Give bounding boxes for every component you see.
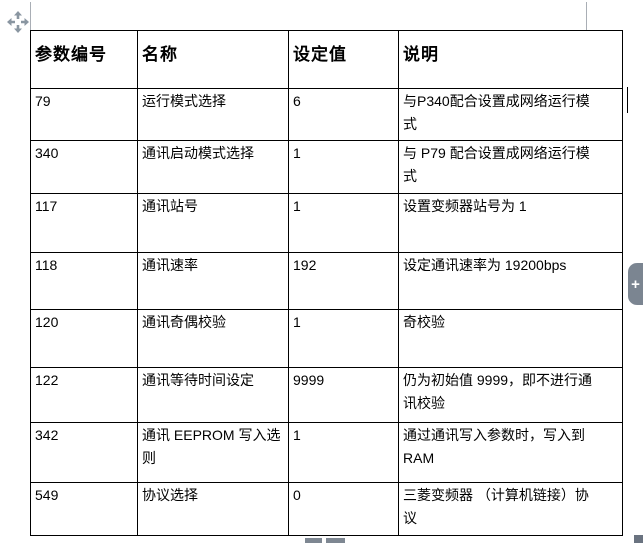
- cell-description[interactable]: 奇校验: [398, 309, 623, 368]
- table-body: 79 运行模式选择 6 与P340配合设置成网络运行模 式 340 通讯启动模式…: [30, 88, 623, 536]
- cell-set-value[interactable]: 9999: [288, 367, 399, 423]
- row-overflow-tick: [627, 87, 628, 113]
- hscrollbar-fragment-right[interactable]: [326, 538, 345, 543]
- table-row: 120 通讯奇偶校验 1 奇校验: [30, 309, 623, 368]
- cell-name[interactable]: 协议选择: [137, 482, 289, 536]
- table-row: 79 运行模式选择 6 与P340配合设置成网络运行模 式: [30, 88, 623, 141]
- hscrollbar-fragment-left[interactable]: [305, 538, 322, 543]
- cell-param-number[interactable]: 118: [30, 252, 138, 310]
- table-move-handle-icon[interactable]: [7, 11, 29, 33]
- cell-set-value[interactable]: 6: [288, 88, 399, 141]
- table-header-row: 参数编号 名称 设定值 说明: [30, 30, 623, 89]
- cell-param-number[interactable]: 342: [30, 422, 138, 483]
- cell-name[interactable]: 通讯站号: [137, 193, 289, 253]
- table-row: 340 通讯启动模式选择 1 与 P79 配合设置成网络运行模 式: [30, 140, 623, 194]
- header-name[interactable]: 名称: [137, 30, 289, 89]
- cell-description[interactable]: 设置变频器站号为 1: [398, 193, 623, 253]
- cell-description[interactable]: 与 P79 配合设置成网络运行模 式: [398, 140, 623, 194]
- cell-param-number[interactable]: 79: [30, 88, 138, 141]
- header-set-value[interactable]: 设定值: [288, 30, 399, 89]
- cell-param-number[interactable]: 120: [30, 309, 138, 368]
- cell-set-value[interactable]: 1: [288, 309, 399, 368]
- plus-icon: +: [631, 275, 640, 293]
- cell-name[interactable]: 通讯 EEPROM 写入选 则: [137, 422, 289, 483]
- cell-name[interactable]: 通讯奇偶校验: [137, 309, 289, 368]
- table-row: 117 通讯站号 1 设置变频器站号为 1: [30, 193, 623, 253]
- cell-set-value[interactable]: 1: [288, 193, 399, 253]
- parameter-table: 参数编号 名称 设定值 说明 79 运行模式选择 6 与P340配合设置成网络运…: [30, 30, 623, 536]
- cell-name[interactable]: 通讯启动模式选择: [137, 140, 289, 194]
- margin-guide-left: [30, 2, 31, 30]
- margin-guide-right: [586, 2, 587, 30]
- header-param-number[interactable]: 参数编号: [30, 30, 138, 89]
- cell-description[interactable]: 设定通讯速率为 19200bps: [398, 252, 623, 310]
- cell-set-value[interactable]: 0: [288, 482, 399, 536]
- table-row: 342 通讯 EEPROM 写入选 则 1 通过通讯写入参数时，写入到 RAM: [30, 422, 623, 483]
- scroll-corner: [634, 535, 643, 543]
- cell-description[interactable]: 仍为初始值 9999，即不进行通 讯校验: [398, 367, 623, 423]
- table-row: 122 通讯等待时间设定 9999 仍为初始值 9999，即不进行通 讯校验: [30, 367, 623, 423]
- cell-param-number[interactable]: 549: [30, 482, 138, 536]
- expand-tab-button[interactable]: +: [628, 263, 643, 305]
- cell-name[interactable]: 通讯等待时间设定: [137, 367, 289, 423]
- table-row: 549 协议选择 0 三菱变频器 （计算机链接）协 议: [30, 482, 623, 536]
- cell-set-value[interactable]: 1: [288, 140, 399, 194]
- header-description[interactable]: 说明: [398, 30, 623, 89]
- cell-name[interactable]: 通讯速率: [137, 252, 289, 310]
- cell-param-number[interactable]: 340: [30, 140, 138, 194]
- cell-name[interactable]: 运行模式选择: [137, 88, 289, 141]
- cell-param-number[interactable]: 117: [30, 193, 138, 253]
- table-row: 118 通讯速率 192 设定通讯速率为 19200bps: [30, 252, 623, 310]
- cell-description[interactable]: 三菱变频器 （计算机链接）协 议: [398, 482, 623, 536]
- cell-description[interactable]: 通过通讯写入参数时，写入到 RAM: [398, 422, 623, 483]
- cell-set-value[interactable]: 192: [288, 252, 399, 310]
- cell-param-number[interactable]: 122: [30, 367, 138, 423]
- cell-set-value[interactable]: 1: [288, 422, 399, 483]
- cell-description[interactable]: 与P340配合设置成网络运行模 式: [398, 88, 623, 141]
